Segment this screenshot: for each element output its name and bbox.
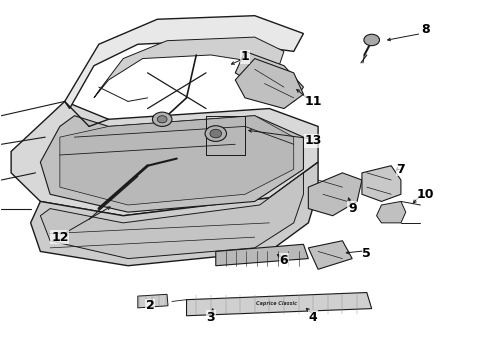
- Polygon shape: [40, 173, 303, 258]
- Circle shape: [157, 116, 167, 123]
- Text: 2: 2: [146, 299, 154, 312]
- Polygon shape: [216, 244, 308, 266]
- Circle shape: [152, 112, 172, 126]
- Text: 11: 11: [304, 95, 322, 108]
- Text: 8: 8: [421, 23, 430, 36]
- Text: 12: 12: [51, 231, 69, 244]
- Polygon shape: [308, 241, 352, 269]
- Text: Caprice Classic: Caprice Classic: [256, 301, 297, 306]
- Circle shape: [205, 126, 226, 141]
- Polygon shape: [362, 166, 401, 202]
- Text: 6: 6: [280, 254, 288, 267]
- Polygon shape: [138, 294, 168, 308]
- Circle shape: [210, 129, 221, 138]
- Polygon shape: [308, 173, 362, 216]
- Circle shape: [364, 34, 379, 46]
- Text: 3: 3: [207, 311, 215, 324]
- Text: 1: 1: [241, 50, 249, 63]
- Polygon shape: [235, 59, 303, 109]
- Polygon shape: [30, 162, 318, 266]
- Polygon shape: [60, 116, 294, 205]
- Text: 4: 4: [309, 311, 318, 324]
- Polygon shape: [235, 51, 303, 102]
- Text: 9: 9: [348, 202, 357, 215]
- Polygon shape: [65, 16, 303, 109]
- Text: 7: 7: [396, 163, 405, 176]
- Text: 10: 10: [416, 188, 434, 201]
- Polygon shape: [376, 202, 406, 223]
- Text: 5: 5: [363, 247, 371, 260]
- Polygon shape: [11, 102, 318, 216]
- Polygon shape: [94, 37, 284, 98]
- Polygon shape: [40, 116, 303, 212]
- Polygon shape: [187, 293, 372, 316]
- Text: 13: 13: [304, 134, 322, 147]
